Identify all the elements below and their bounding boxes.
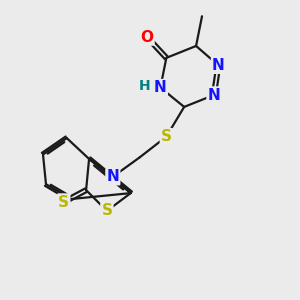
Text: N: N bbox=[106, 169, 119, 184]
Text: N: N bbox=[154, 80, 167, 95]
Text: S: S bbox=[161, 129, 172, 144]
Text: N: N bbox=[208, 88, 220, 103]
Text: O: O bbox=[140, 30, 154, 45]
Text: H: H bbox=[139, 79, 151, 93]
Text: N: N bbox=[212, 58, 225, 73]
Text: S: S bbox=[101, 203, 112, 218]
Text: S: S bbox=[58, 194, 69, 209]
